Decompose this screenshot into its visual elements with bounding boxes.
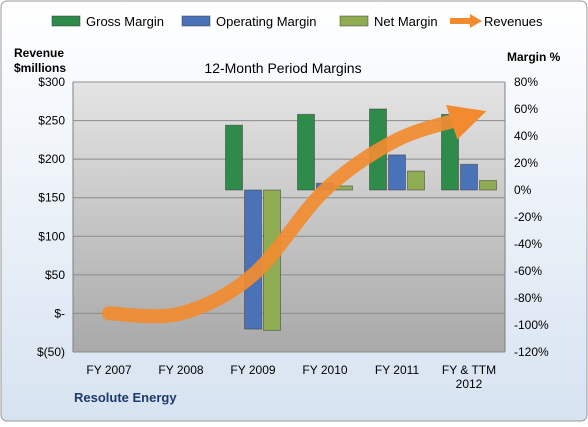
left-axis-title: $millions [14, 61, 66, 75]
gross-margin-legend-swatch [51, 15, 81, 27]
operating-margin-legend-label: Operating Margin [216, 14, 316, 29]
left-tick-label: $200 [38, 152, 65, 166]
chart-title: 12-Month Period Margins [204, 60, 361, 76]
gross-margin-bar [297, 113, 315, 191]
right-tick-label: 0% [514, 183, 532, 197]
footer-label: Resolute Energy [74, 390, 177, 405]
right-axis-title: Margin % [507, 50, 561, 64]
category-label: FY 2010 [302, 363, 347, 377]
right-tick-label: -60% [514, 264, 542, 278]
operating-margin-bar [388, 154, 406, 191]
gross-margin-legend-label: Gross Margin [86, 14, 164, 29]
left-tick-label: $250 [38, 114, 65, 128]
right-tick-label: 60% [514, 102, 538, 116]
right-tick-label: -80% [514, 291, 542, 305]
left-tick-label: $(50) [37, 345, 65, 359]
net-margin-legend-label: Net Margin [374, 14, 438, 29]
right-tick-label: 40% [514, 129, 538, 143]
category-label: 2012 [456, 377, 483, 391]
legend: Gross Margin Operating Margin Net Margin Re… [51, 14, 543, 29]
revenues-line [102, 104, 487, 324]
right-tick-label: -100% [514, 318, 549, 332]
category-label: FY 2008 [158, 363, 203, 377]
category-label: FY & TTM [442, 363, 496, 377]
net-margin-bar [407, 170, 425, 191]
right-tick-label: 20% [514, 156, 538, 170]
left-tick-label: $150 [38, 191, 65, 205]
category-label: FY 2009 [230, 363, 275, 377]
left-tick-label: $300 [38, 75, 65, 89]
right-tick-label: -40% [514, 237, 542, 251]
right-tick-label: -120% [514, 345, 549, 359]
operating-margin-bar [460, 163, 478, 191]
category-label: FY 2011 [375, 363, 420, 377]
axes: $300 $250 $200 $150 $100 $50 $- $(50) 80% 60% 40% 2… [37, 75, 549, 391]
left-tick-label: $50 [45, 268, 65, 282]
operating-margin-legend-swatch [181, 15, 211, 27]
gridlines [73, 81, 505, 353]
right-tick-label: 80% [514, 75, 538, 89]
revenues-legend-arrow [470, 14, 482, 28]
left-axis-title: Revenue [14, 46, 64, 60]
net-margin-legend-swatch [339, 15, 369, 27]
net-margin-bar [479, 180, 497, 191]
revenues-legend-label: Revenues [484, 14, 543, 29]
revenue-line [102, 104, 487, 324]
gross-margin-bar [225, 124, 243, 191]
category-label: FY 2007 [86, 363, 131, 377]
right-tick-label: -20% [514, 210, 542, 224]
chart-labels: Revenue$millions Margin % 12-Month Period … [14, 46, 561, 405]
left-tick-label: $100 [38, 229, 65, 243]
left-tick-label: $- [54, 306, 65, 320]
